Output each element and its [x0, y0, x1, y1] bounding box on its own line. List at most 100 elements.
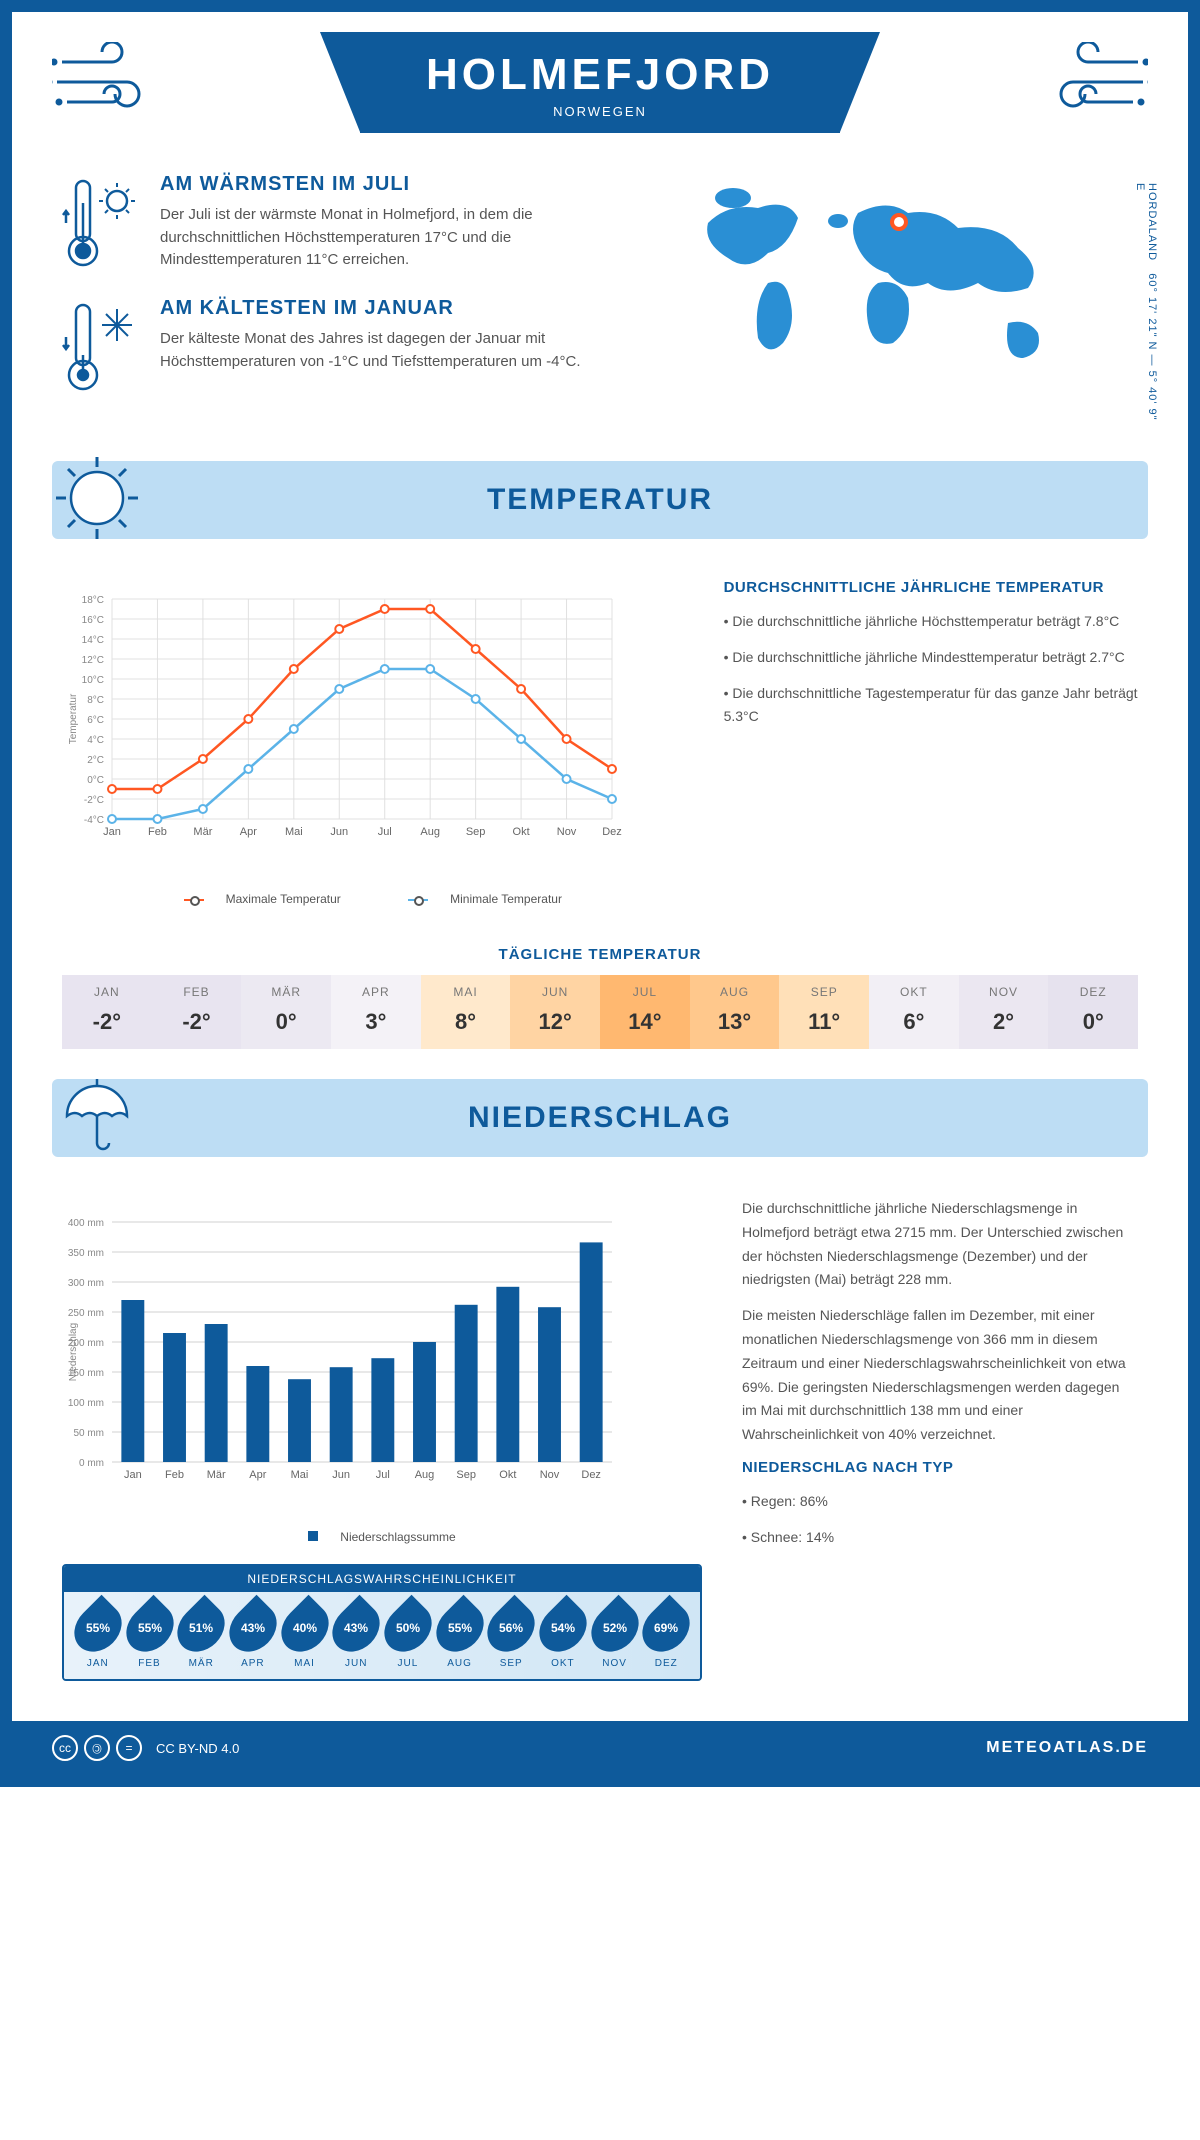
temp-cell: SEP11°	[779, 975, 869, 1049]
daily-temp-table: JAN-2°FEB-2°MÄR0°APR3°MAI8°JUN12°JUL14°A…	[62, 975, 1138, 1049]
svg-text:Jan: Jan	[124, 1469, 142, 1481]
wind-icon	[1028, 42, 1148, 122]
probability-drop: 43%APR	[227, 1602, 279, 1669]
svg-text:Niederschlag: Niederschlag	[68, 1323, 79, 1381]
probability-drop: 50%JUL	[382, 1602, 434, 1669]
site-name: METEOATLAS.DE	[986, 1739, 1148, 1757]
svg-text:0°C: 0°C	[87, 775, 104, 786]
svg-text:250 mm: 250 mm	[68, 1308, 104, 1319]
svg-text:Aug: Aug	[415, 1469, 435, 1481]
sun-icon	[52, 453, 142, 543]
svg-text:Dez: Dez	[581, 1469, 601, 1481]
wind-icon	[52, 42, 172, 122]
probability-drop: 69%DEZ	[640, 1602, 692, 1669]
svg-text:0 mm: 0 mm	[79, 1458, 104, 1469]
temp-cell: JAN-2°	[62, 975, 152, 1049]
svg-text:Apr: Apr	[249, 1469, 266, 1481]
probability-drop: 51%MÄR	[175, 1602, 227, 1669]
svg-text:14°C: 14°C	[82, 635, 104, 646]
svg-text:Sep: Sep	[466, 826, 486, 838]
probability-drop: 55%FEB	[124, 1602, 176, 1669]
thermometer-sun-icon	[62, 173, 142, 273]
svg-text:Temperatur: Temperatur	[68, 693, 79, 744]
svg-text:Jun: Jun	[332, 1469, 350, 1481]
temp-cell: AUG13°	[690, 975, 780, 1049]
warmest-fact: AM WÄRMSTEN IM JULI Der Juli ist der wär…	[62, 173, 648, 273]
chart-legend: Maximale Temperatur Minimale Temperatur	[62, 892, 684, 906]
svg-text:Apr: Apr	[240, 826, 257, 838]
svg-text:Jan: Jan	[103, 826, 121, 838]
license: cc 🄯 = CC BY-ND 4.0	[52, 1735, 239, 1761]
svg-text:350 mm: 350 mm	[68, 1248, 104, 1259]
daily-temp-heading: TÄGLICHE TEMPERATUR	[12, 946, 1188, 963]
probability-drop: 55%JAN	[72, 1602, 124, 1669]
svg-text:6°C: 6°C	[87, 715, 104, 726]
coldest-fact: AM KÄLTESTEN IM JANUAR Der kälteste Mona…	[62, 297, 648, 397]
temp-cell: NOV2°	[959, 975, 1049, 1049]
svg-text:300 mm: 300 mm	[68, 1278, 104, 1289]
temp-cell: JUN12°	[510, 975, 600, 1049]
svg-text:Jun: Jun	[330, 826, 348, 838]
title-banner: HOLMEFJORD NORWEGEN	[360, 32, 840, 133]
svg-text:Dez: Dez	[602, 826, 622, 838]
svg-text:12°C: 12°C	[82, 655, 104, 666]
svg-text:Mär: Mär	[193, 826, 212, 838]
svg-text:2°C: 2°C	[87, 755, 104, 766]
svg-text:Nov: Nov	[557, 826, 577, 838]
svg-text:400 mm: 400 mm	[68, 1218, 104, 1229]
svg-text:-2°C: -2°C	[84, 795, 104, 806]
svg-text:4°C: 4°C	[87, 735, 104, 746]
location-pin	[890, 213, 908, 231]
svg-text:16°C: 16°C	[82, 615, 104, 626]
thermometer-snow-icon	[62, 297, 142, 397]
fact-text: Der Juli ist der wärmste Monat in Holmef…	[160, 204, 648, 272]
probability-box: NIEDERSCHLAGSWAHRSCHEINLICHKEIT 55%JAN55…	[62, 1564, 702, 1681]
svg-text:Okt: Okt	[499, 1469, 516, 1481]
fact-title: AM WÄRMSTEN IM JULI	[160, 173, 648, 196]
probability-drop: 52%NOV	[589, 1602, 641, 1669]
temperature-description: DURCHSCHNITTLICHE JÄHRLICHE TEMPERATUR •…	[724, 579, 1138, 906]
page-subtitle: NORWEGEN	[360, 104, 840, 119]
svg-text:Feb: Feb	[148, 826, 167, 838]
fact-title: AM KÄLTESTEN IM JANUAR	[160, 297, 648, 320]
page-title: HOLMEFJORD	[360, 50, 840, 100]
probability-drop: 55%AUG	[434, 1602, 486, 1669]
svg-text:Okt: Okt	[513, 826, 530, 838]
temp-cell: OKT6°	[869, 975, 959, 1049]
coordinates: HORDALAND 60° 17' 21" N — 5° 40' 9" E	[1134, 183, 1158, 421]
temperatur-section-header: TEMPERATUR	[52, 461, 1148, 539]
temp-cell: MÄR0°	[241, 975, 331, 1049]
svg-text:8°C: 8°C	[87, 695, 104, 706]
niederschlag-section-header: NIEDERSCHLAG	[52, 1079, 1148, 1157]
probability-drop: 40%MAI	[279, 1602, 331, 1669]
svg-text:Mai: Mai	[285, 826, 303, 838]
umbrella-icon	[52, 1071, 142, 1161]
footer: cc 🄯 = CC BY-ND 4.0 METEOATLAS.DE	[12, 1721, 1188, 1775]
svg-text:Mai: Mai	[291, 1469, 309, 1481]
precipitation-description: Die durchschnittliche jährliche Niedersc…	[742, 1197, 1138, 1681]
chart-legend: Niederschlagssumme	[62, 1530, 702, 1544]
svg-text:Nov: Nov	[540, 1469, 560, 1481]
svg-text:-4°C: -4°C	[84, 815, 104, 826]
svg-text:Aug: Aug	[420, 826, 440, 838]
svg-text:Jul: Jul	[378, 826, 392, 838]
probability-drop: 43%JUN	[330, 1602, 382, 1669]
temperature-line-chart: -4°C-2°C0°C2°C4°C6°C8°C10°C12°C14°C16°C1…	[62, 579, 622, 879]
svg-text:Mär: Mär	[207, 1469, 226, 1481]
svg-text:Jul: Jul	[376, 1469, 390, 1481]
svg-text:50 mm: 50 mm	[73, 1428, 104, 1439]
fact-text: Der kälteste Monat des Jahres ist dagege…	[160, 328, 648, 373]
svg-text:100 mm: 100 mm	[68, 1398, 104, 1409]
world-map: HORDALAND 60° 17' 21" N — 5° 40' 9" E	[678, 173, 1138, 421]
temp-cell: APR3°	[331, 975, 421, 1049]
temp-cell: DEZ0°	[1048, 975, 1138, 1049]
temp-cell: MAI8°	[421, 975, 511, 1049]
probability-drop: 56%SEP	[485, 1602, 537, 1669]
cc-icon: cc	[52, 1735, 78, 1761]
temp-cell: FEB-2°	[152, 975, 242, 1049]
precipitation-bar-chart: 0 mm50 mm100 mm150 mm200 mm250 mm300 mm3…	[62, 1197, 622, 1517]
nd-icon: =	[116, 1735, 142, 1761]
svg-text:10°C: 10°C	[82, 675, 104, 686]
temp-cell: JUL14°	[600, 975, 690, 1049]
by-icon: 🄯	[84, 1735, 110, 1761]
